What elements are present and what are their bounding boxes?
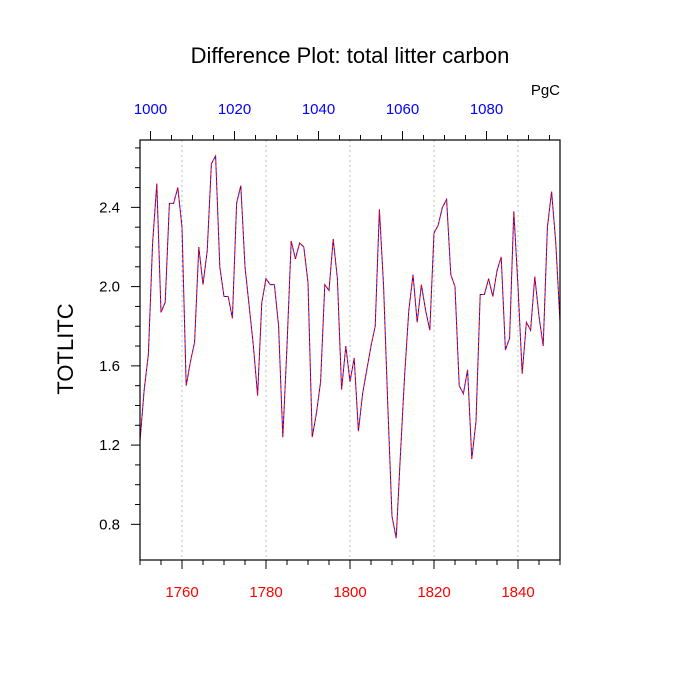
y-tick-label: 1.2 [99, 437, 120, 454]
top-tick-label: 1040 [302, 101, 335, 118]
plot-series [139, 153, 561, 539]
y-tick-label: 2.4 [99, 199, 120, 216]
y-tick-label: 1.6 [99, 358, 120, 375]
x-tick-label: 1760 [165, 584, 198, 601]
x-tick-label: 1820 [417, 584, 450, 601]
y-axis-label: TOTLITC [53, 303, 78, 394]
axis-tick-labels: 1760 1780 1800 1820 1840 1000 1020 1040 1060 1080… [99, 101, 535, 601]
axis-ticks [131, 131, 561, 569]
grid-lines [181, 140, 519, 560]
series-line-dashed-red [139, 153, 561, 539]
units-label: PgC [531, 82, 560, 99]
top-tick-label: 1000 [134, 101, 167, 118]
chart-title: Difference Plot: total litter carbon [191, 43, 510, 68]
x-tick-label: 1780 [249, 584, 282, 601]
top-tick-label: 1080 [470, 101, 503, 118]
y-tick-label: 0.8 [99, 516, 120, 533]
top-tick-label: 1020 [218, 101, 251, 118]
top-tick-label: 1060 [386, 101, 419, 118]
x-tick-label: 1840 [501, 584, 534, 601]
y-tick-label: 2.0 [99, 279, 120, 296]
x-tick-label: 1800 [333, 584, 366, 601]
